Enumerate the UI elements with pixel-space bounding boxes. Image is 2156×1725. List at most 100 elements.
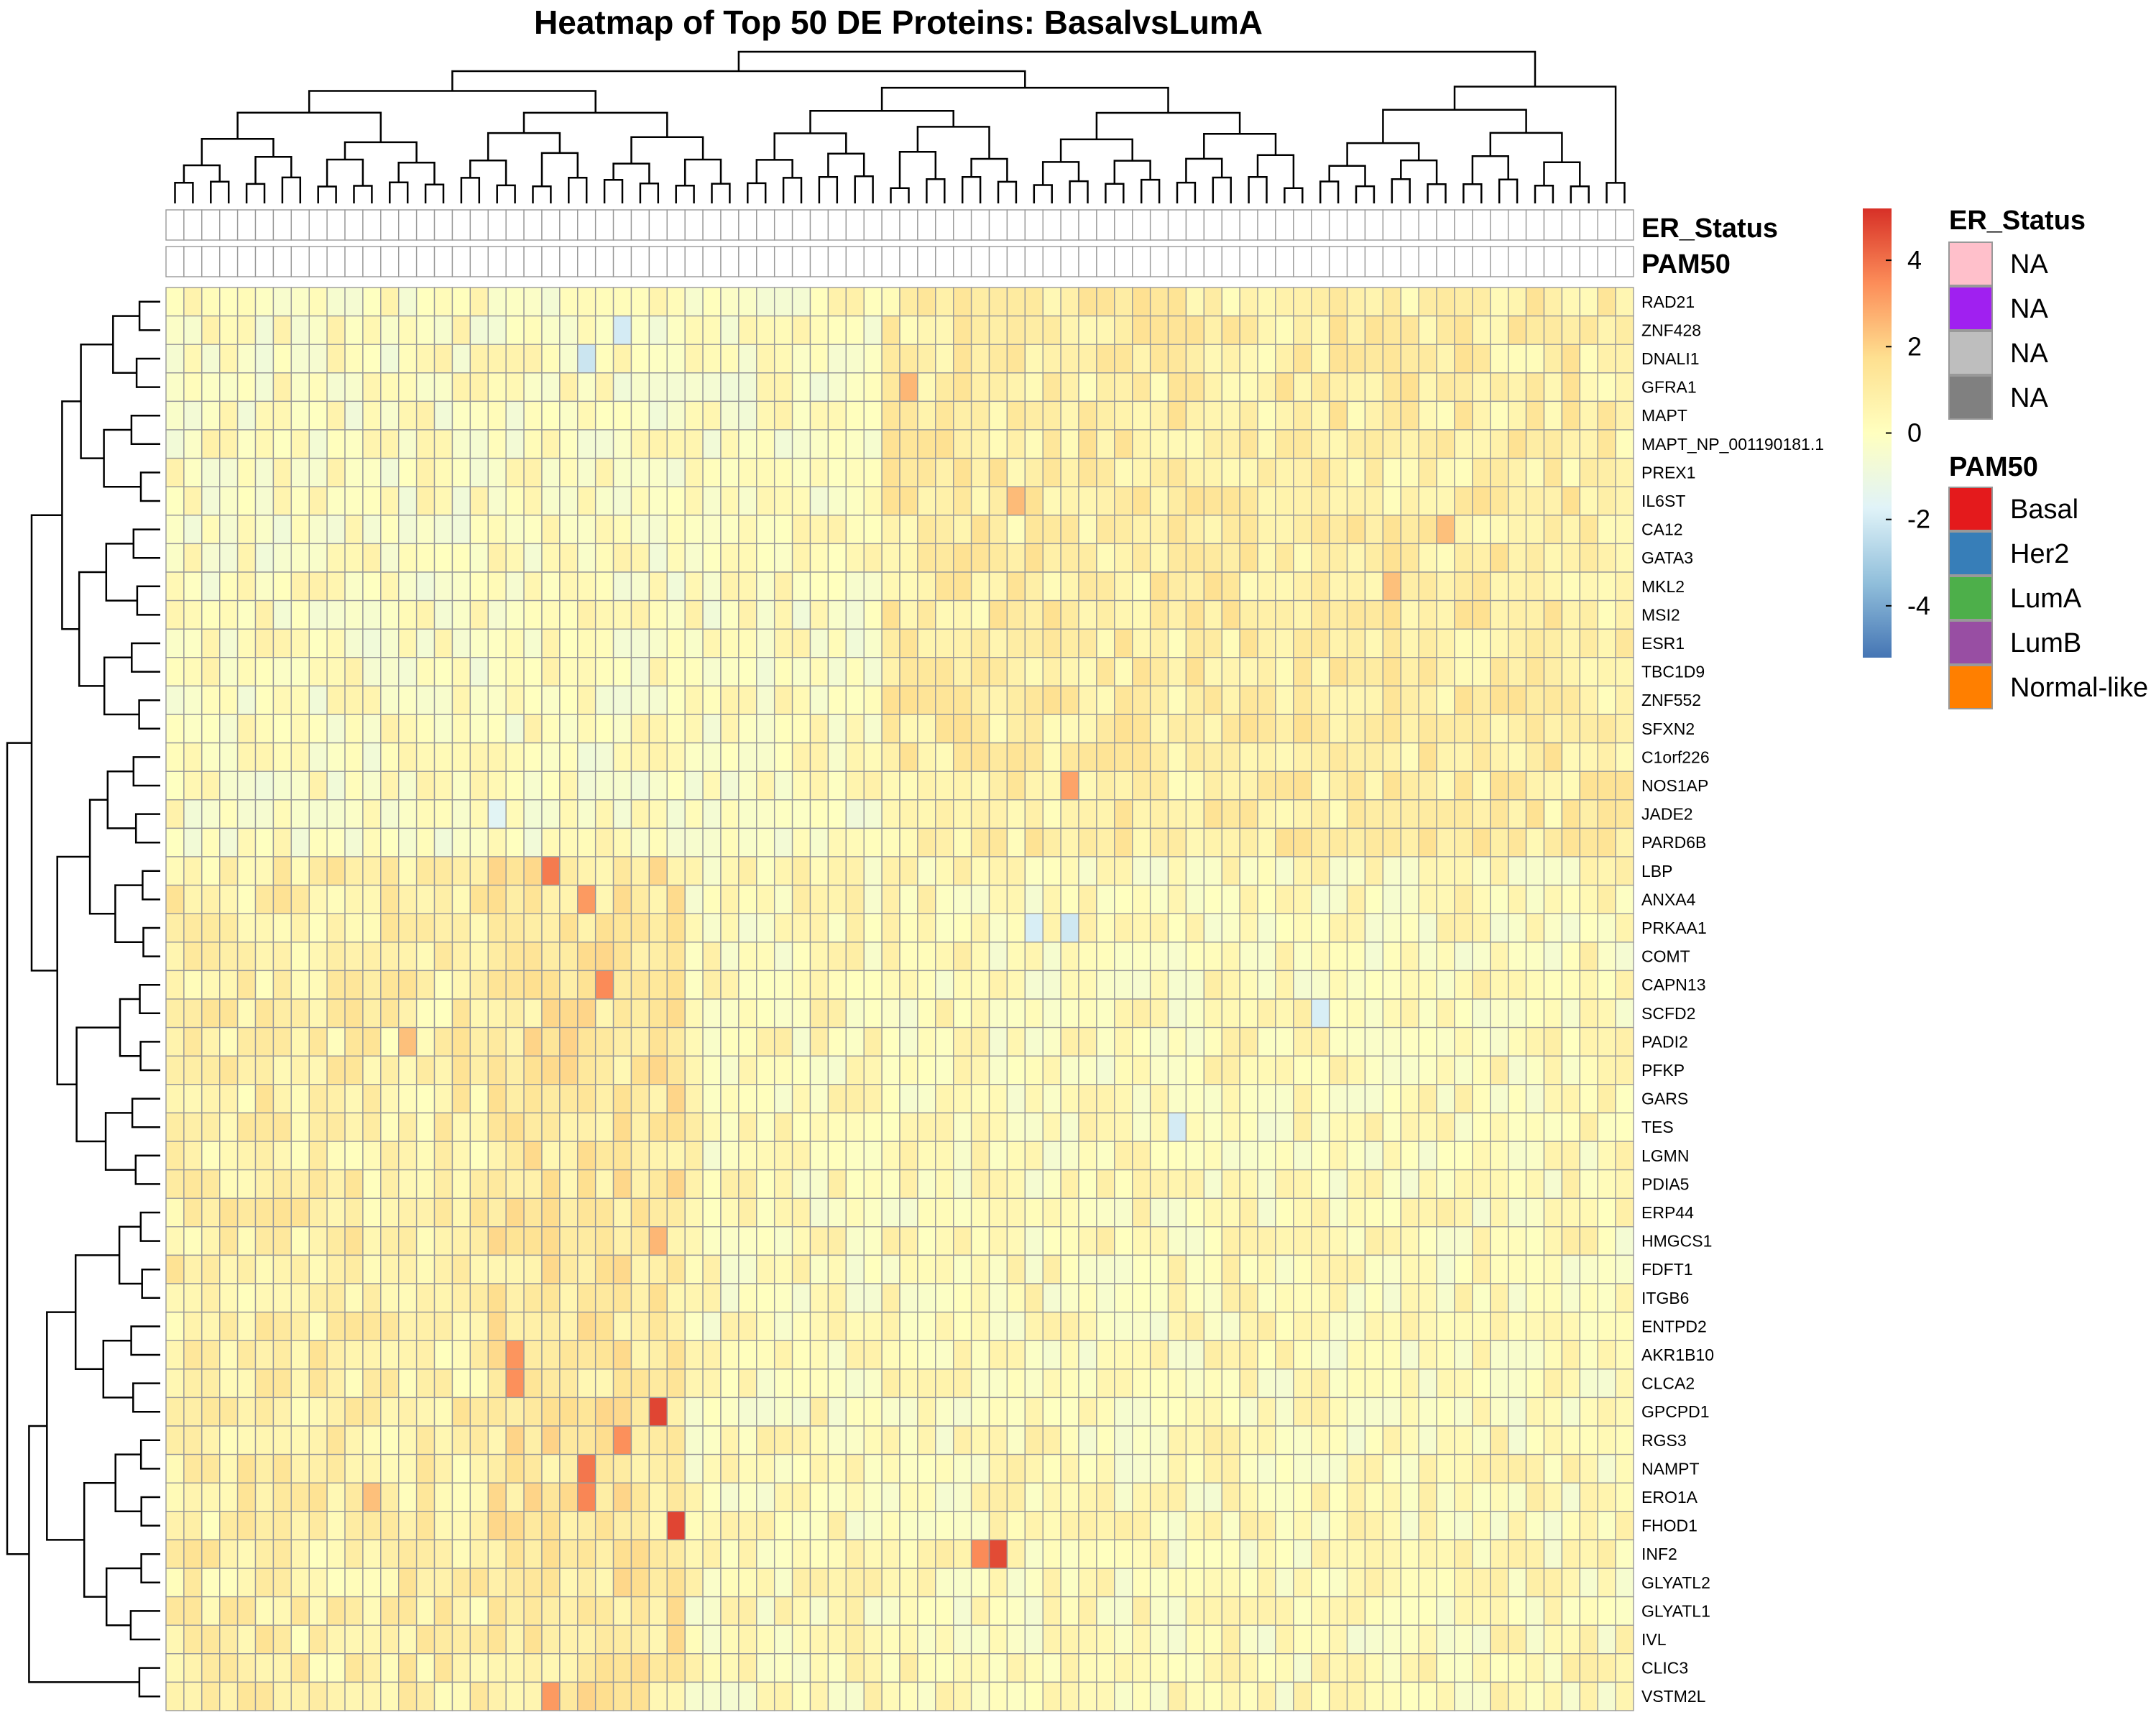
heatmap-cell xyxy=(1364,457,1384,487)
heatmap-cell xyxy=(559,1453,579,1484)
heatmap-cell xyxy=(254,571,275,602)
heatmap-cell xyxy=(935,1482,954,1512)
heatmap-cell xyxy=(845,571,865,602)
heatmap-cell xyxy=(1114,1482,1133,1512)
heatmap-cell xyxy=(1132,315,1151,345)
heatmap-cell xyxy=(881,942,900,972)
heatmap-cell xyxy=(1382,1453,1401,1484)
heatmap-cell xyxy=(1615,1511,1634,1541)
heatmap-cell xyxy=(1382,742,1401,772)
annotation-cell xyxy=(791,209,811,241)
heatmap-cell xyxy=(1024,486,1044,516)
heatmap-cell xyxy=(1382,1197,1401,1228)
heatmap-cell xyxy=(1078,457,1097,487)
heatmap-cell xyxy=(505,1169,525,1199)
heatmap-cell xyxy=(881,1311,900,1341)
heatmap-cell xyxy=(1042,1368,1061,1399)
heatmap-cell xyxy=(433,742,453,772)
heatmap-cell xyxy=(1400,1141,1419,1171)
heatmap-cell xyxy=(398,1026,418,1057)
heatmap-cell xyxy=(1597,515,1616,545)
heatmap-cell xyxy=(1149,1169,1169,1199)
heatmap-cell xyxy=(1293,486,1312,516)
heatmap-cell xyxy=(935,942,954,972)
heatmap-cell xyxy=(1203,486,1222,516)
heatmap-cell xyxy=(1132,457,1151,487)
heatmap-cell xyxy=(827,344,847,374)
heatmap-cell xyxy=(1579,1653,1598,1683)
heatmap-cell xyxy=(738,884,757,914)
heatmap-cell xyxy=(863,486,883,516)
heatmap-cell xyxy=(1042,884,1061,914)
heatmap-cell xyxy=(612,1169,632,1199)
heatmap-cell xyxy=(1561,913,1580,943)
heatmap-cell xyxy=(1561,770,1580,801)
heatmap-cell xyxy=(487,970,507,1000)
heatmap-cell xyxy=(1078,1026,1097,1057)
heatmap-cell xyxy=(236,1539,257,1569)
heatmap-cell xyxy=(684,599,704,630)
heatmap-cell xyxy=(630,486,650,516)
heatmap-cell xyxy=(272,799,292,829)
heatmap-cell xyxy=(720,1283,740,1313)
heatmap-cell xyxy=(666,1624,686,1655)
heatmap-cell xyxy=(1293,1112,1312,1142)
heatmap-cell xyxy=(1454,457,1473,487)
heatmap-cell xyxy=(469,429,489,459)
heatmap-cell xyxy=(666,1568,686,1598)
heatmap-cell xyxy=(917,515,936,545)
heatmap-cell xyxy=(505,1283,525,1313)
heatmap-cell xyxy=(1311,372,1330,402)
heatmap-cell xyxy=(970,1112,990,1142)
heatmap-cell xyxy=(827,1283,847,1313)
heatmap-cell xyxy=(773,884,793,914)
heatmap-cell xyxy=(630,1141,650,1171)
heatmap-cell xyxy=(1060,1539,1079,1569)
heatmap-cell xyxy=(988,1084,1008,1114)
heatmap-cell xyxy=(1078,1653,1097,1683)
annotation-cell xyxy=(953,246,972,277)
heatmap-cell xyxy=(290,628,310,658)
heatmap-cell xyxy=(433,1368,453,1399)
heatmap-cell xyxy=(881,1055,900,1085)
heatmap-cell xyxy=(1561,1624,1580,1655)
heatmap-cell xyxy=(953,1197,972,1228)
heatmap-cell xyxy=(1525,1681,1545,1711)
heatmap-cell xyxy=(380,856,400,886)
heatmap-cell xyxy=(827,1084,847,1114)
heatmap-cell xyxy=(791,1311,811,1341)
heatmap-cell xyxy=(720,827,740,857)
heatmap-cell xyxy=(988,571,1008,602)
heatmap-cell xyxy=(272,1197,292,1228)
heatmap-cell xyxy=(1293,628,1312,658)
heatmap-cell xyxy=(1078,1055,1097,1085)
heatmap-cell xyxy=(648,457,668,487)
heatmap-cell xyxy=(1472,1197,1491,1228)
heatmap-cell xyxy=(1472,1055,1491,1085)
heatmap-cell xyxy=(398,372,418,402)
heatmap-cell xyxy=(380,1425,400,1455)
heatmap-cell xyxy=(1203,1653,1222,1683)
heatmap-cell xyxy=(1078,1141,1097,1171)
heatmap-cell xyxy=(899,1340,918,1370)
heatmap-cell xyxy=(1436,685,1455,715)
heatmap-cell xyxy=(290,599,310,630)
heatmap-cell xyxy=(881,1169,900,1199)
heatmap-cell xyxy=(953,1596,972,1626)
heatmap-cell xyxy=(1561,1311,1580,1341)
heatmap-cell xyxy=(1579,1596,1598,1626)
heatmap-cell xyxy=(1311,400,1330,431)
heatmap-cell xyxy=(1507,657,1527,687)
heatmap-cell xyxy=(773,1511,793,1541)
heatmap-cell xyxy=(1132,1169,1151,1199)
heatmap-cell xyxy=(612,543,632,573)
heatmap-cell xyxy=(1382,685,1401,715)
heatmap-cell xyxy=(326,543,346,573)
heatmap-cell xyxy=(1454,1511,1473,1541)
heatmap-cell xyxy=(988,1453,1008,1484)
heatmap-cell xyxy=(863,1169,883,1199)
heatmap-cell xyxy=(308,1681,328,1711)
heatmap-cell xyxy=(1096,287,1115,317)
heatmap-cell xyxy=(1328,657,1348,687)
heatmap-cell xyxy=(702,770,722,801)
